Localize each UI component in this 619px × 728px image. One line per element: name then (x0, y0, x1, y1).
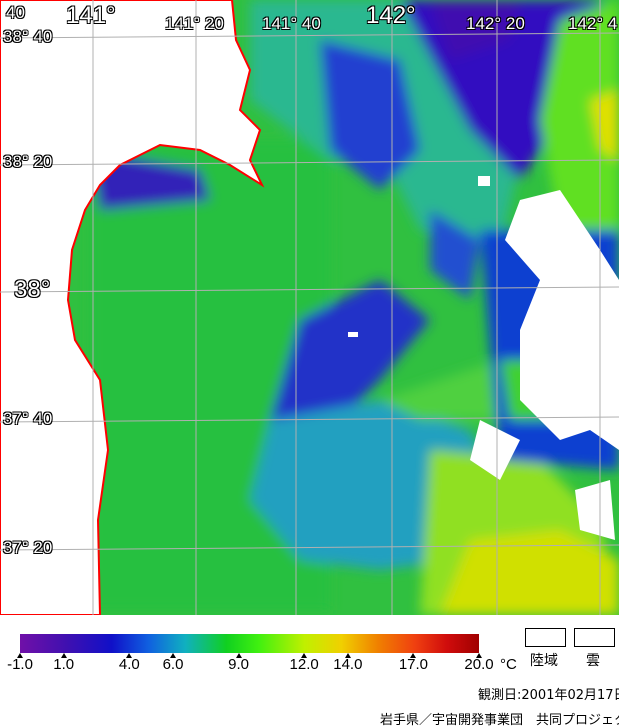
lat-label-38-40: 38° 40 (3, 27, 53, 46)
scale-tick (235, 653, 242, 658)
lon-label-142: 142° (366, 2, 416, 29)
credit: 岩手県／宇宙開発事業団 共同プロジェクト (380, 713, 619, 728)
scale-tick (301, 653, 308, 658)
lon-label-142-40: 142° 4 (568, 14, 618, 33)
scale-tick (344, 653, 351, 658)
cloud-swatch (574, 628, 615, 647)
scale-tick (170, 653, 176, 658)
lat-label-38: 38° (14, 276, 51, 303)
lat-label-37-20: 37° 20 (3, 538, 53, 557)
sea-surface-temperature-map (0, 0, 619, 615)
lon-label-141: 141° (66, 2, 116, 29)
lon-label-141-20: 141° 20 (165, 14, 224, 33)
scale-tick-label: 12.0 (289, 656, 319, 673)
lon-label-142-20: 142° 20 (466, 14, 525, 33)
lat-label-38-20: 38° 20 (3, 152, 53, 171)
unit-label: °C (500, 656, 517, 673)
lon-label-141-40: 141° 40 (262, 14, 321, 33)
scale-tick-label: 20.0 (464, 656, 494, 673)
scale-tick-label: 14.0 (333, 656, 363, 673)
scale-tick (126, 653, 133, 658)
scale-tick-label: 1.0 (53, 656, 75, 673)
temperature-color-scale (20, 634, 479, 653)
lat-label-37-40: 37° 40 (3, 409, 53, 428)
land-label: 陸域 (530, 653, 558, 669)
observation-date: 観測日:2001年02月17日 (478, 688, 619, 703)
scale-tick-label: 17.0 (398, 656, 429, 673)
scale-tick (476, 653, 482, 658)
corner-label: 40 (6, 3, 25, 22)
scale-tick (410, 653, 417, 658)
land (0, 0, 265, 615)
scale-tick-label: 9.0 (228, 656, 249, 673)
cloud-label: 雲 (586, 653, 600, 669)
scale-tick (17, 653, 23, 658)
scale-tick-label: 4.0 (118, 656, 140, 673)
scale-tick (60, 653, 67, 658)
scale-tick-label: -1.0 (7, 656, 33, 673)
land-swatch (525, 628, 566, 647)
scale-tick-label: 6.0 (162, 656, 184, 673)
